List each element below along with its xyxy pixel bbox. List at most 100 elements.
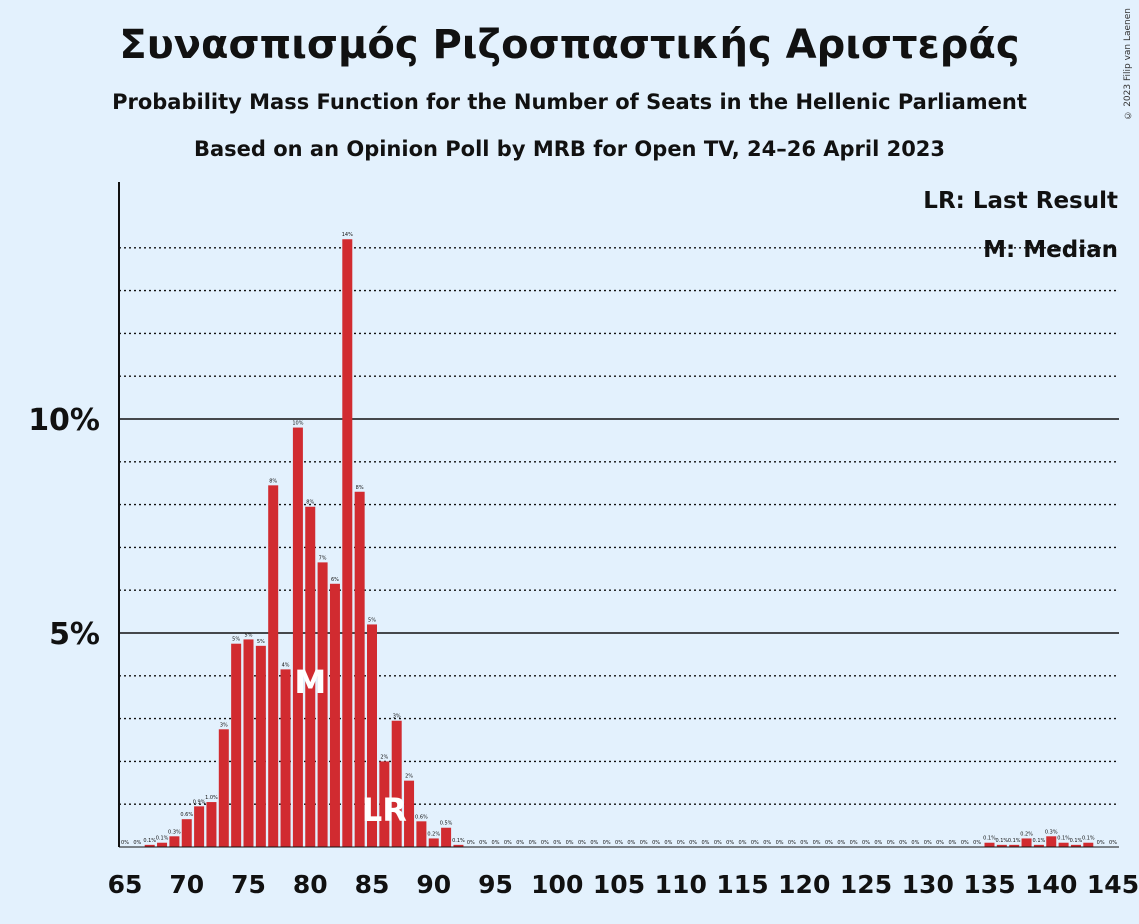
chart-subtitle: Probability Mass Function for the Number… [112, 90, 1027, 114]
data-label-105: 0% [615, 840, 623, 846]
bar-87 [391, 720, 402, 847]
bar-141 [1058, 842, 1069, 847]
legend-median: M: Median [983, 237, 1118, 263]
data-label-71: 0.9% [193, 799, 206, 805]
x-tick-70: 70 [169, 870, 204, 899]
data-label-125: 0% [862, 840, 870, 846]
data-label-122: 0% [825, 840, 833, 846]
bar-138 [1021, 838, 1032, 847]
x-tick-120: 120 [778, 870, 830, 899]
axes [118, 182, 1119, 848]
data-label-132: 0% [948, 840, 956, 846]
data-label-98: 0% [529, 840, 537, 846]
x-tick-105: 105 [593, 870, 645, 899]
data-label-83: 14% [342, 232, 353, 238]
data-label-126: 0% [874, 840, 882, 846]
bar-86 [379, 761, 390, 847]
data-label-144: 0% [1097, 840, 1105, 846]
data-label-136: 0.1% [995, 838, 1008, 844]
data-label-138: 0.2% [1020, 831, 1033, 837]
bar-136 [996, 844, 1007, 847]
data-label-100: 0% [553, 840, 561, 846]
data-label-85: 5% [368, 617, 376, 623]
chart-source-line: Based on an Opinion Poll by MRB for Open… [193, 137, 946, 161]
data-label-139: 0.1% [1033, 838, 1046, 844]
bar-91 [441, 827, 452, 847]
data-label-124: 0% [850, 840, 858, 846]
data-label-121: 0% [813, 840, 821, 846]
data-label-142: 0.1% [1070, 838, 1083, 844]
bar-140 [1046, 836, 1057, 847]
data-label-72: 1.0% [205, 795, 218, 801]
data-label-143: 0.1% [1082, 836, 1095, 842]
bar-84 [354, 491, 365, 847]
data-label-68: 0.1% [156, 836, 169, 842]
x-tick-90: 90 [416, 870, 451, 899]
data-label-88: 2% [405, 774, 413, 780]
data-label-108: 0% [652, 840, 660, 846]
data-label-97: 0% [516, 840, 524, 846]
bar-74 [231, 643, 242, 847]
bar-139 [1033, 844, 1044, 847]
data-label-99: 0% [541, 840, 549, 846]
data-label-87: 3% [393, 714, 401, 720]
x-tick-125: 125 [840, 870, 892, 899]
bar-79 [292, 427, 303, 847]
data-label-82: 6% [331, 577, 339, 583]
bar-70 [181, 819, 192, 847]
data-label-127: 0% [887, 840, 895, 846]
x-tick-100: 100 [531, 870, 583, 899]
data-label-96: 0% [504, 840, 512, 846]
data-label-123: 0% [837, 840, 845, 846]
y-tick-5: 5% [49, 617, 100, 652]
data-label-113: 0% [714, 840, 722, 846]
last-result-marker: LR [362, 791, 407, 829]
data-label-103: 0% [590, 840, 598, 846]
x-tick-80: 80 [293, 870, 328, 899]
bar-92 [453, 844, 464, 847]
data-label-141: 0.1% [1057, 836, 1070, 842]
bar-143 [1083, 842, 1094, 847]
data-label-74: 5% [232, 637, 240, 643]
bar-135 [984, 842, 995, 847]
bar-83 [342, 239, 353, 848]
bar-78 [280, 669, 291, 847]
x-tick-145: 145 [1087, 870, 1139, 899]
y-tick-labels: 5% 10% [28, 403, 100, 652]
data-label-90: 0.2% [427, 831, 440, 837]
data-label-89: 0.6% [415, 814, 428, 820]
x-tick-135: 135 [963, 870, 1015, 899]
data-label-129: 0% [911, 840, 919, 846]
data-label-116: 0% [751, 840, 759, 846]
data-label-92: 0.1% [452, 838, 465, 844]
bar-142 [1070, 844, 1081, 847]
data-label-104: 0% [603, 840, 611, 846]
legend-last-result: LR: Last Result [923, 188, 1118, 214]
bar-76 [255, 645, 266, 847]
bar-67 [144, 844, 155, 847]
data-label-106: 0% [627, 840, 635, 846]
data-label-70: 0.6% [180, 812, 193, 818]
bar-89 [416, 821, 427, 847]
data-label-111: 0% [689, 840, 697, 846]
data-label-109: 0% [664, 840, 672, 846]
data-label-69: 0.3% [168, 829, 181, 835]
data-label-79: 10% [292, 421, 303, 427]
x-tick-95: 95 [478, 870, 513, 899]
data-label-102: 0% [578, 840, 586, 846]
x-tick-110: 110 [655, 870, 707, 899]
data-label-110: 0% [677, 840, 685, 846]
data-label-81: 7% [319, 555, 327, 561]
data-label-137: 0.1% [1008, 838, 1021, 844]
data-label-134: 0% [973, 840, 981, 846]
bar-75 [243, 639, 254, 847]
bar-81 [317, 562, 328, 847]
bar-72 [206, 802, 217, 847]
bar-82 [329, 583, 340, 847]
data-label-80: 8% [306, 500, 314, 506]
bar-90 [428, 838, 439, 847]
bar-80 [305, 506, 316, 847]
data-label-93: 0% [467, 840, 475, 846]
data-label-66: 0% [133, 840, 141, 846]
data-label-118: 0% [776, 840, 784, 846]
